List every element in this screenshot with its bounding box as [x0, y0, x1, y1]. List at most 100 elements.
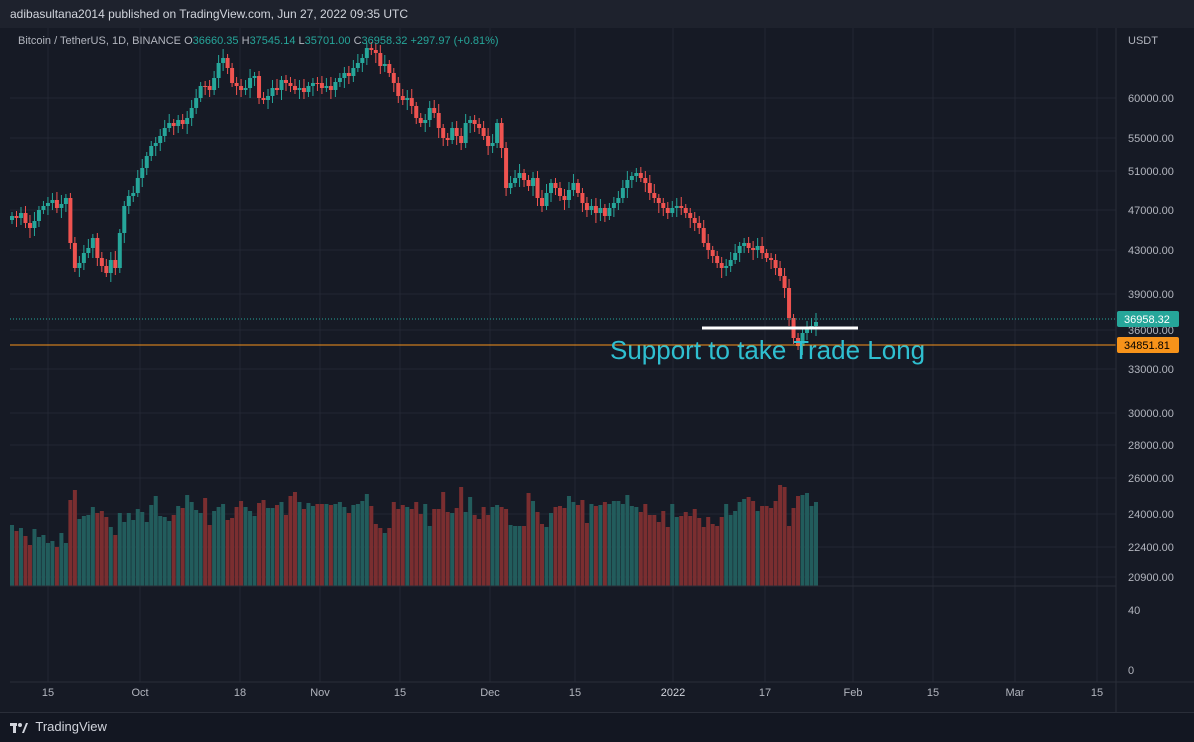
- volume-tick: 0: [1128, 665, 1134, 677]
- footer: TradingView: [0, 712, 1194, 742]
- candle-body: [117, 233, 122, 268]
- volume-bar: [351, 505, 356, 586]
- volume-bar: [292, 492, 297, 586]
- candle-body: [324, 86, 329, 88]
- volume-bar: [50, 541, 55, 586]
- candlesticks: [10, 42, 818, 355]
- candle-body: [566, 190, 571, 200]
- price-tick: 20900.00: [1128, 572, 1174, 584]
- volume-bar: [495, 505, 500, 586]
- candle-body: [769, 258, 774, 260]
- volume-bar: [661, 511, 666, 586]
- candle-body: [239, 86, 244, 90]
- candle-body: [270, 88, 275, 96]
- price-chart[interactable]: 60000.00 55000.00 51000.00 47000.00 43000.00…: [0, 28, 1194, 712]
- candle-body: [706, 243, 711, 250]
- tradingview-brand[interactable]: TradingView: [10, 719, 107, 734]
- candle-body: [104, 266, 109, 273]
- candle-body: [504, 148, 509, 188]
- candle-body: [140, 168, 145, 178]
- candle-body: [463, 123, 468, 143]
- candle-body: [77, 263, 82, 268]
- volume-bar: [809, 506, 814, 586]
- candle-body: [387, 64, 392, 73]
- volume-bar: [468, 497, 473, 586]
- candle-body: [688, 213, 693, 218]
- volume-bar: [234, 507, 239, 586]
- volume-bar: [414, 502, 419, 586]
- volume-bar: [593, 506, 598, 586]
- volume-bar: [571, 502, 576, 586]
- volume-bar: [427, 526, 432, 586]
- candle-body: [522, 173, 527, 180]
- volume-bar: [158, 516, 163, 586]
- candle-body: [571, 183, 576, 190]
- candle-body: [782, 276, 787, 288]
- candle-body: [531, 178, 536, 186]
- volume-bar: [32, 529, 37, 586]
- currency-label: USDT: [1128, 35, 1158, 47]
- volume-bar: [378, 528, 383, 586]
- volume-bar: [513, 526, 518, 586]
- volume-bar: [652, 515, 657, 586]
- volume-bar: [544, 527, 549, 586]
- candle-body: [41, 206, 46, 210]
- volume-bar: [126, 513, 131, 586]
- volume-bar: [508, 525, 513, 586]
- candle-body: [773, 260, 778, 268]
- price-tick: 24000.00: [1128, 509, 1174, 521]
- candle-body: [36, 210, 41, 221]
- candle-body: [279, 80, 284, 90]
- price-tick: 33000.00: [1128, 364, 1174, 376]
- candle-body: [180, 120, 185, 124]
- candle-body: [315, 83, 320, 84]
- candle-body: [778, 268, 783, 276]
- candle-body: [441, 128, 446, 138]
- volume-bar: [638, 512, 643, 586]
- candle-body: [800, 333, 805, 346]
- volume-bar: [337, 502, 342, 586]
- volume-bar: [328, 505, 333, 586]
- volume-bar: [310, 506, 315, 586]
- candle-body: [81, 253, 86, 263]
- volume-bar: [319, 504, 324, 586]
- volume-bar: [364, 494, 369, 586]
- volume-bar: [288, 496, 293, 586]
- candle-body: [198, 86, 203, 98]
- candle-body: [508, 183, 513, 188]
- volume-bar: [796, 496, 801, 586]
- symbol-legend: Bitcoin / TetherUS, 1D, BINANCE O36660.3…: [18, 35, 499, 47]
- candle-body: [131, 193, 136, 196]
- candle-body: [593, 206, 598, 213]
- candle-body: [589, 206, 594, 210]
- time-tick: 15: [42, 687, 54, 699]
- candle-body: [715, 256, 720, 263]
- candle-body: [481, 128, 486, 136]
- candle-body: [378, 53, 383, 66]
- volume-bar: [10, 525, 14, 586]
- volume-bar: [517, 526, 522, 586]
- volume-bar: [346, 513, 351, 586]
- candle-body: [45, 203, 50, 206]
- volume-bar: [418, 514, 423, 586]
- tradingview-logo-icon: [10, 722, 28, 733]
- volume-bar: [674, 517, 679, 586]
- volume-bar: [522, 526, 527, 586]
- volume-bar: [697, 518, 702, 586]
- volume-bar: [486, 515, 491, 586]
- volume-bar: [355, 504, 360, 586]
- volume-bar: [575, 505, 580, 586]
- candle-body: [234, 83, 239, 86]
- volume-bar: [499, 507, 504, 586]
- candle-body: [477, 124, 482, 128]
- volume-bar: [409, 509, 414, 586]
- open-value: 36660.35: [192, 35, 239, 47]
- volume-bar: [760, 506, 765, 586]
- candle-body: [742, 243, 747, 246]
- volume-bar: [95, 513, 100, 586]
- volume-bar: [490, 507, 495, 586]
- candle-body: [171, 123, 176, 126]
- chart-area[interactable]: [0, 28, 1194, 712]
- volume-bar: [706, 517, 711, 586]
- price-tick: 55000.00: [1128, 133, 1174, 145]
